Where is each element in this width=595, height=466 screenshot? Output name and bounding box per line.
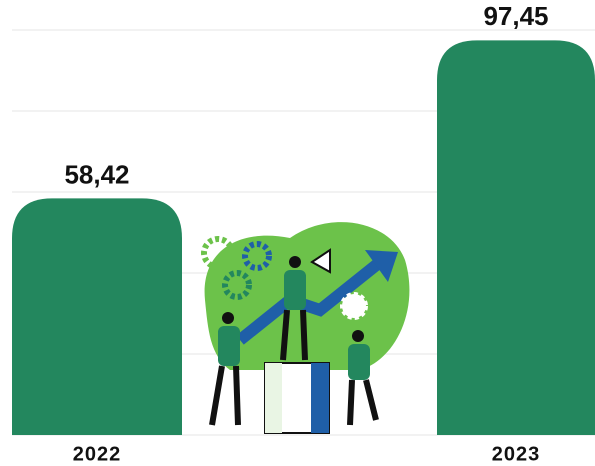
person-head [222, 312, 234, 324]
bar [12, 198, 182, 435]
box-side [265, 363, 282, 433]
person-legs [209, 365, 241, 426]
bars: 58,42 2022 97,45 2023 [12, 1, 595, 465]
illustration [201, 222, 410, 434]
person-body [284, 270, 306, 310]
arrow-head [365, 250, 398, 282]
x-tick-label: 2023 [492, 443, 541, 465]
gear [222, 270, 252, 300]
person-body [348, 344, 370, 380]
person-body [218, 326, 240, 366]
x-tick-label: 2022 [73, 443, 122, 465]
person-head [352, 330, 364, 342]
megaphone [310, 248, 331, 274]
bar [437, 40, 595, 435]
box-shade [311, 363, 329, 433]
gear [340, 292, 368, 320]
value-label: 58,42 [64, 159, 129, 189]
person-head [289, 256, 301, 268]
value-label: 97,45 [483, 1, 548, 31]
person-legs [347, 379, 379, 426]
gear [242, 241, 272, 271]
person-legs [280, 309, 308, 361]
gear [201, 236, 235, 270]
